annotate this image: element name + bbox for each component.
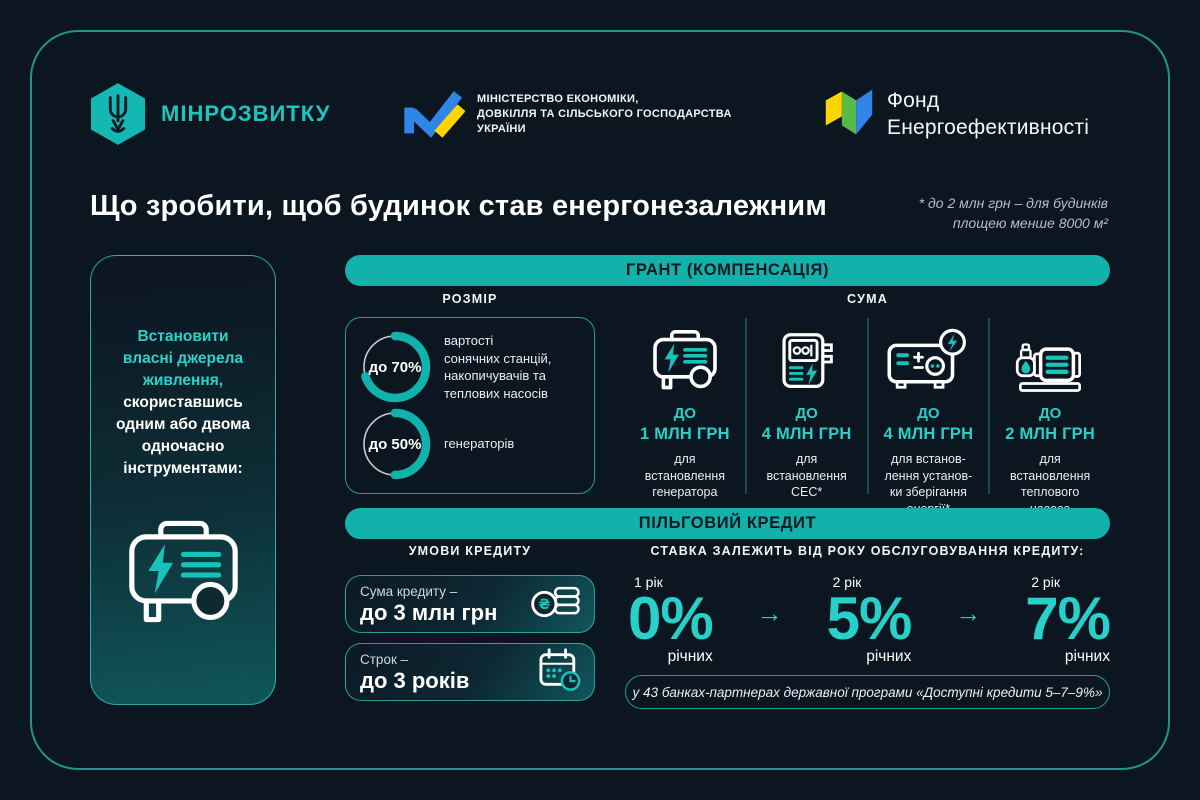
generator-icon — [653, 330, 717, 390]
ministry-line-1: МІНІСТЕРСТВО ЕКОНОМІКИ, — [477, 93, 639, 105]
calendar-clock-icon — [539, 648, 581, 691]
donut-row-50: до 50% генераторів — [358, 407, 582, 481]
term-label: Строк – — [360, 652, 409, 667]
coins-icon-wrap: ₴ — [530, 582, 582, 627]
grant-amount: 4 МЛН ГРН — [883, 425, 974, 443]
rate-block-year1: 1 рік 0% річних — [628, 574, 714, 666]
grant-desc: для встановлення СЕС* — [766, 452, 847, 499]
ministry-line-2: ДОВКІЛЛЯ ТА СІЛЬСЬКОГО ГОСПОДАРСТВА — [477, 108, 732, 120]
ministry-economy-logo-icon — [404, 91, 465, 138]
grant-desc: для встановлення генератора — [644, 452, 726, 499]
grant-item-solar-station: ДО 4 МЛН ГРН для встановлення СЕС* — [744, 318, 867, 499]
rate-unit: річних — [667, 648, 713, 665]
logo-energy-fund-text: Фонд Енергоефективності — [887, 87, 1089, 141]
footnote: * до 2 млн грн – для будинків площею мен… — [919, 193, 1108, 233]
grant-amount-prefix: ДО — [795, 405, 818, 422]
solar-station-icon-wrap — [752, 318, 862, 396]
grant-size-box: до 70% вартості сонячних станцій, накопи… — [345, 317, 595, 494]
energy-storage-icon-wrap — [874, 318, 984, 396]
term-label: Сума кредиту – — [360, 584, 458, 599]
credit-rates-label: СТАВКА ЗАЛЕЖИТЬ ВІД РОКУ ОБСЛУГОВУВАННЯ … — [650, 544, 1085, 558]
credit-section-header: ПІЛЬГОВИЙ КРЕДИТ — [345, 508, 1110, 539]
logo-minrozvytku-label: МІНРОЗВИТКУ — [161, 101, 331, 126]
donut-chart-70: до 70% — [358, 330, 432, 404]
donut-chart-50: до 50% — [358, 407, 432, 481]
rate-block-year3: 2 рік 7% річних — [1025, 574, 1111, 666]
grant-section-header: ГРАНТ (КОМПЕНСАЦІЯ) — [345, 255, 1110, 286]
grant-sum-label: СУМА — [847, 292, 888, 306]
grant-amount-prefix: ДО — [673, 405, 697, 422]
footnote-line-2: площею менше 8000 м² — [952, 215, 1108, 231]
credit-rates: 1 рік 0% річних → 2 рік 5% річних → 2 рі… — [628, 570, 1111, 670]
rate-value: 0% — [628, 585, 714, 652]
fund-line-2: Енергоефективності — [887, 116, 1090, 139]
rate-unit: річних — [866, 648, 912, 665]
rate-year: 2 рік — [1031, 574, 1060, 590]
page-title: Що зробити, щоб будинок став енергонезал… — [90, 190, 827, 222]
donut-50-desc: генераторів — [444, 436, 515, 452]
grant-desc: для встанов- лення установ- ки зберіганн… — [884, 452, 973, 516]
donut-70-desc: вартості сонячних станцій, накопичувачів… — [444, 333, 552, 401]
rate-value: 7% — [1025, 585, 1111, 652]
logo-energy-fund: Фонд Енергоефективності — [824, 82, 1089, 142]
logo-ministry-economy: МІНІСТЕРСТВО ЕКОНОМІКИ, ДОВКІЛЛЯ ТА СІЛЬ… — [403, 84, 732, 142]
arrow-right-icon: → — [756, 597, 783, 628]
rate-unit: річних — [1064, 648, 1110, 665]
rate-year: 2 рік — [832, 574, 862, 590]
rate-value: 5% — [826, 585, 913, 652]
grant-item-generator: ДО 1 МЛН ГРН для встановлення генератора — [625, 318, 745, 499]
credit-term-amount: Сума кредиту – до 3 млн грн ₴ — [345, 575, 595, 633]
solar-station-icon — [782, 333, 833, 389]
rate-year: 1 рік — [634, 574, 663, 590]
energy-storage-icon — [887, 328, 967, 389]
donut-row-70: до 70% вартості сонячних станцій, накопи… — [358, 330, 582, 404]
svg-text:₴: ₴ — [538, 597, 550, 613]
grant-item-energy-storage: ДО 4 МЛН ГРН для встанов- лення установ-… — [866, 318, 989, 516]
rate-block-year2: 2 рік 5% річних — [826, 574, 913, 666]
sidebar-highlight-text: Встановити власні джерела живлення, — [122, 328, 244, 389]
generator-icon-wrap — [630, 318, 740, 396]
grant-item-heat-pump: ДО 2 МЛН ГРН для встановлення теплового … — [988, 318, 1110, 516]
heat-pump-icon-wrap — [995, 318, 1105, 396]
grant-amount: 2 МЛН ГРН — [1005, 425, 1095, 443]
grant-amount-prefix: ДО — [1038, 405, 1062, 422]
fund-line-1: Фонд — [887, 89, 940, 112]
grant-amount: 1 МЛН ГРН — [640, 425, 730, 443]
generator-icon — [128, 520, 238, 623]
trident-logo-icon — [90, 83, 146, 145]
arrow-right-icon: → — [955, 597, 982, 628]
term-value: до 3 років — [360, 668, 470, 693]
donut-50-value: до 50% — [368, 435, 422, 453]
credit-terms-label: УМОВИ КРЕДИТУ — [408, 544, 532, 558]
sidebar-generator — [91, 510, 275, 639]
banks-partner-note: у 43 банках-партнерах державної програми… — [625, 675, 1110, 709]
grant-amount: 4 МЛН ГРН — [761, 425, 852, 443]
ministry-line-3: УКРАЇНИ — [477, 123, 526, 135]
term-value: до 3 млн грн — [360, 600, 498, 625]
logo-ministry-economy-text: МІНІСТЕРСТВО ЕКОНОМІКИ, ДОВКІЛЛЯ ТА СІЛЬ… — [477, 92, 732, 137]
footnote-line-1: * до 2 млн грн – для будинків — [918, 195, 1108, 211]
sidebar-text: скориставшись одним або двома одночасно … — [115, 394, 251, 477]
grant-items: ДО 1 МЛН ГРН для встановлення генератора — [625, 318, 1110, 516]
donut-70-value: до 70% — [368, 358, 422, 376]
sidebar-card: Встановити власні джерела живлення, скор… — [90, 255, 276, 705]
logo-minrozvytku: МІНРОЗВИТКУ — [90, 82, 330, 146]
heat-pump-icon — [1015, 343, 1082, 392]
coins-icon: ₴ — [531, 586, 580, 618]
grant-size-label: РОЗМІР — [442, 292, 498, 306]
credit-term-period: Строк – до 3 років — [345, 643, 595, 701]
energy-fund-logo-icon — [825, 89, 873, 135]
grant-amount-prefix: ДО — [917, 405, 940, 422]
calendar-clock-icon-wrap — [536, 647, 582, 698]
